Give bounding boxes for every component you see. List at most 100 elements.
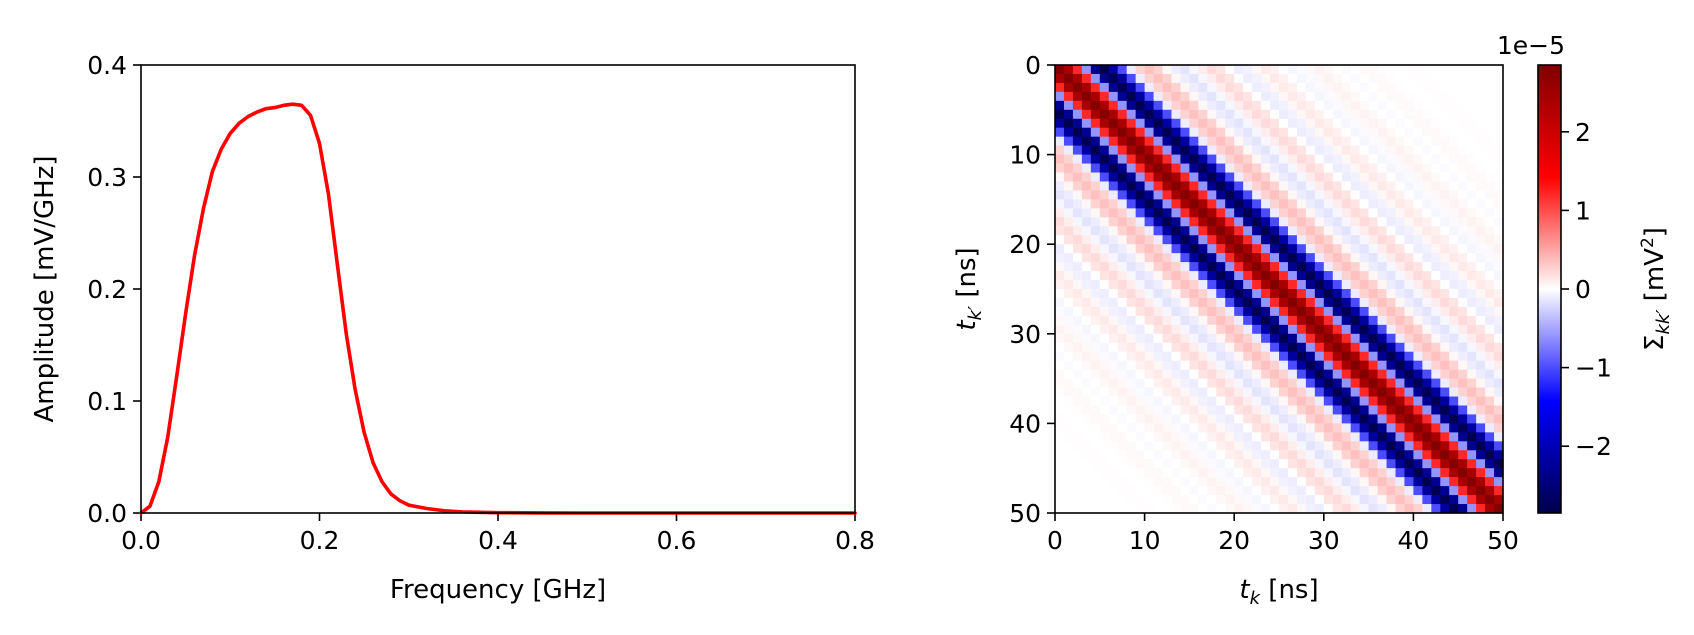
heatmap-cell xyxy=(1198,235,1208,245)
heatmap-cell xyxy=(1081,118,1092,129)
heatmap-cell xyxy=(1108,387,1119,398)
heatmap-cell xyxy=(1171,65,1182,75)
heatmap-cell xyxy=(1072,450,1083,460)
heatmap-cell xyxy=(1386,360,1397,371)
heatmap-cell xyxy=(1485,351,1495,362)
heatmap-cell xyxy=(1153,324,1164,335)
heatmap-cell xyxy=(1359,450,1370,460)
heatmap-cell xyxy=(1171,414,1182,424)
heatmap-cell xyxy=(1395,217,1406,227)
heatmap-cell xyxy=(1198,468,1208,478)
heatmap-cell xyxy=(1207,342,1217,353)
heatmap-cell xyxy=(1287,100,1298,111)
heatmap-cell xyxy=(1350,109,1361,120)
heatmap-cell xyxy=(1225,297,1235,308)
heatmap-cell xyxy=(1117,423,1128,433)
heatmap-cell xyxy=(1207,504,1217,514)
heatmap-cell xyxy=(1440,351,1450,362)
heatmap-cell xyxy=(1377,154,1388,165)
heatmap-cell xyxy=(1368,109,1379,120)
heatmap-cell xyxy=(1296,468,1307,478)
heatmap-cell xyxy=(1458,405,1468,416)
heatmap-cell xyxy=(1189,262,1199,272)
heatmap-cell xyxy=(1270,378,1280,389)
heatmap-cell xyxy=(1422,504,1432,514)
heatmap-cell xyxy=(1449,208,1459,218)
heatmap-cell xyxy=(1359,190,1370,200)
heatmap-cell xyxy=(1216,136,1226,147)
heatmap-cell xyxy=(1126,65,1137,75)
heatmap-cell xyxy=(1449,127,1459,138)
heatmap-cell xyxy=(1252,190,1262,200)
heatmap-cell xyxy=(1234,423,1244,433)
heatmap-cell xyxy=(1341,172,1352,183)
heatmap-cell xyxy=(1108,181,1119,192)
heatmap-cell xyxy=(1296,360,1307,371)
heatmap-cell xyxy=(1207,145,1217,156)
heatmap-cell xyxy=(1162,271,1173,281)
heatmap-cell xyxy=(1449,477,1459,487)
heatmap-cell xyxy=(1198,432,1208,442)
heatmap-cell xyxy=(1485,65,1495,75)
heatmap-cell xyxy=(1162,65,1173,75)
heatmap-cell xyxy=(1449,190,1459,200)
heatmap-cell xyxy=(1287,127,1298,138)
heatmap-cell xyxy=(1350,351,1361,362)
heatmap-cell xyxy=(1395,253,1406,263)
heatmap-cell xyxy=(1162,333,1173,344)
heatmap-cell xyxy=(1458,65,1468,75)
y-axis-label-symbol: t xyxy=(952,320,982,331)
heatmap-cell xyxy=(1055,360,1065,371)
heatmap-cell xyxy=(1431,109,1441,120)
heatmap-cell xyxy=(1252,477,1262,487)
heatmap-cell xyxy=(1144,73,1155,84)
heatmap-cell xyxy=(1449,459,1459,469)
heatmap-cell xyxy=(1314,289,1325,299)
heatmap-cell xyxy=(1171,235,1182,245)
heatmap-cell xyxy=(1422,235,1432,245)
y-tick-label: 0.0 xyxy=(87,499,127,528)
heatmap-cell xyxy=(1341,414,1352,424)
heatmap-cell xyxy=(1153,450,1164,460)
y-tick-label: 0 xyxy=(1025,51,1041,80)
heatmap-cell xyxy=(1090,441,1101,451)
heatmap-cell xyxy=(1404,145,1414,156)
heatmap-cell xyxy=(1261,82,1271,93)
heatmap-cell xyxy=(1055,73,1065,84)
heatmap-cell xyxy=(1341,91,1352,102)
heatmap-cell xyxy=(1270,459,1280,469)
heatmap-cell xyxy=(1431,504,1441,514)
heatmap-cell xyxy=(1449,468,1459,478)
heatmap-cell xyxy=(1287,271,1298,281)
heatmap-cell xyxy=(1099,208,1110,218)
heatmap-cell xyxy=(1171,91,1182,102)
heatmap-cell xyxy=(1485,235,1495,245)
heatmap-cell xyxy=(1467,289,1477,299)
heatmap-cell xyxy=(1422,369,1432,380)
heatmap-cell xyxy=(1090,468,1101,478)
heatmap-cell xyxy=(1117,387,1128,398)
heatmap-cell xyxy=(1440,181,1450,192)
heatmap-cell xyxy=(1359,181,1370,192)
heatmap-cell xyxy=(1422,297,1432,308)
heatmap-cell xyxy=(1395,351,1406,362)
heatmap-cell xyxy=(1270,262,1280,272)
heatmap-cell xyxy=(1287,163,1298,174)
heatmap-cell xyxy=(1341,495,1352,505)
heatmap-cell xyxy=(1485,405,1495,416)
heatmap-cell xyxy=(1449,235,1459,245)
heatmap-cell xyxy=(1126,172,1137,183)
heatmap-cell xyxy=(1359,306,1370,317)
heatmap-cell xyxy=(1063,91,1074,102)
heatmap-cell xyxy=(1270,441,1280,451)
heatmap-cell xyxy=(1153,333,1164,344)
heatmap-cell xyxy=(1485,504,1495,514)
heatmap-cell xyxy=(1081,342,1092,353)
heatmap-cell xyxy=(1395,280,1406,290)
heatmap-cell xyxy=(1350,208,1361,218)
heatmap-cell xyxy=(1153,109,1164,120)
heatmap-cell xyxy=(1314,235,1325,245)
heatmap-cell xyxy=(1485,297,1495,308)
heatmap-cell xyxy=(1305,118,1316,129)
heatmap-cell xyxy=(1243,262,1253,272)
